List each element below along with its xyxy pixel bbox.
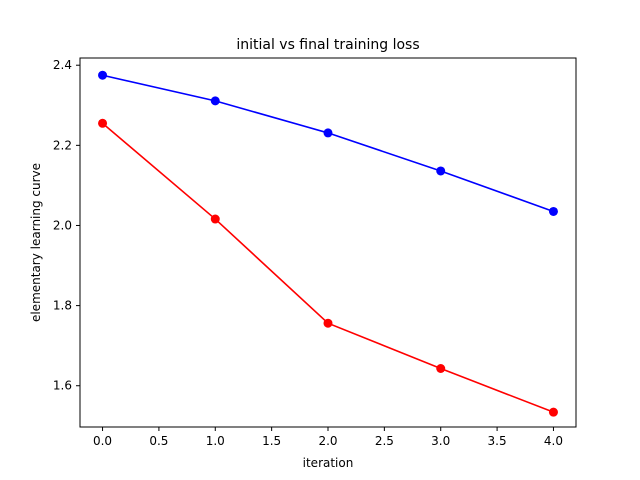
x-tick-label: 4.0 — [544, 434, 563, 448]
series-2-point — [548, 407, 558, 417]
x-tick-label: 0.5 — [149, 434, 168, 448]
x-tick-label: 3.5 — [488, 434, 507, 448]
x-tick-label: 2.0 — [318, 434, 337, 448]
y-tick-label: 2.2 — [53, 138, 72, 152]
chart-title: initial vs final training loss — [236, 37, 419, 53]
y-tick-label: 1.8 — [53, 299, 72, 313]
x-tick-label: 1.5 — [262, 434, 281, 448]
series-2-point — [436, 364, 446, 374]
y-axis-ticks: 1.6 1.8 2.0 2.2 2.4 — [53, 58, 80, 393]
x-tick-label: 1.0 — [206, 434, 225, 448]
series-layer — [98, 70, 558, 417]
y-axis-label: elementary learning curve — [29, 163, 43, 322]
series-1-point — [98, 70, 108, 80]
series-1-point — [210, 96, 220, 106]
series-1-point — [323, 128, 333, 138]
y-tick-label: 1.6 — [53, 379, 72, 393]
x-tick-label: 3.0 — [431, 434, 450, 448]
x-axis-label: iteration — [303, 456, 354, 470]
x-tick-label: 0.0 — [93, 434, 112, 448]
y-tick-label: 2.0 — [53, 218, 72, 232]
series-2-point — [210, 214, 220, 224]
x-tick-label: 2.5 — [375, 434, 394, 448]
x-axis-ticks: 0.0 0.5 1.0 1.5 2.0 2.5 3.0 3.5 4.0 — [93, 427, 563, 448]
series-1-point — [436, 166, 446, 176]
series-2-point — [98, 118, 108, 128]
series-2-point — [323, 318, 333, 328]
y-tick-label: 2.4 — [53, 58, 72, 72]
series-1-point — [548, 206, 558, 216]
